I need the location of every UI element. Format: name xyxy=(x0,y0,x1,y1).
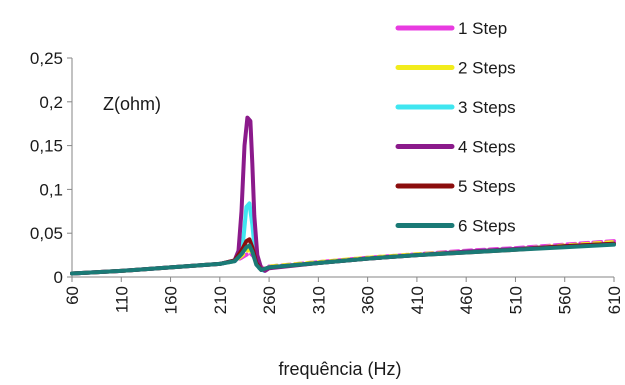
x-axis-title: frequência (Hz) xyxy=(278,359,401,379)
legend: 1 Step 2 Steps 3 Steps 4 Steps 5 Steps 6 Step… xyxy=(395,19,516,236)
x-tick-label: 360 xyxy=(359,286,378,314)
x-tick-label: 410 xyxy=(408,286,427,314)
x-tick-label: 560 xyxy=(556,286,575,314)
y-tick-label: 0,05 xyxy=(30,224,63,243)
legend-label: 6 Steps xyxy=(458,217,516,236)
legend-label: 4 Steps xyxy=(458,138,516,157)
x-tick-label: 60 xyxy=(63,286,82,305)
x-tick-label: 610 xyxy=(605,286,624,314)
y-tick-label: 0,1 xyxy=(39,180,63,199)
legend-label: 1 Step xyxy=(458,19,507,38)
x-axis: 60 110 160 210 260 310 360 410 460 510 560 610 xyxy=(63,276,624,314)
y-tick-label: 0,15 xyxy=(30,137,63,156)
y-tick-label: 0,2 xyxy=(39,93,63,112)
series-line-3 xyxy=(70,201,616,276)
y-tick-label: 0 xyxy=(54,268,63,287)
x-tick-label: 160 xyxy=(162,286,181,314)
x-tick-label: 460 xyxy=(457,286,476,314)
y-axis: 0 0,05 0,1 0,15 0,2 0,25 xyxy=(30,49,73,287)
x-tick-label: 110 xyxy=(112,286,131,313)
y-tick-label: 0,25 xyxy=(30,49,63,68)
legend-label: 5 Steps xyxy=(458,177,516,196)
x-tick-label: 310 xyxy=(309,286,328,314)
series-line-6 xyxy=(70,242,616,276)
series-lines xyxy=(70,115,616,276)
legend-label: 3 Steps xyxy=(458,98,516,117)
legend-label: 2 Steps xyxy=(458,59,516,78)
x-tick-label: 210 xyxy=(211,286,230,314)
x-tick-label: 510 xyxy=(506,286,525,314)
x-tick-label: 260 xyxy=(260,286,279,314)
y-axis-title: Z(ohm) xyxy=(103,94,161,114)
